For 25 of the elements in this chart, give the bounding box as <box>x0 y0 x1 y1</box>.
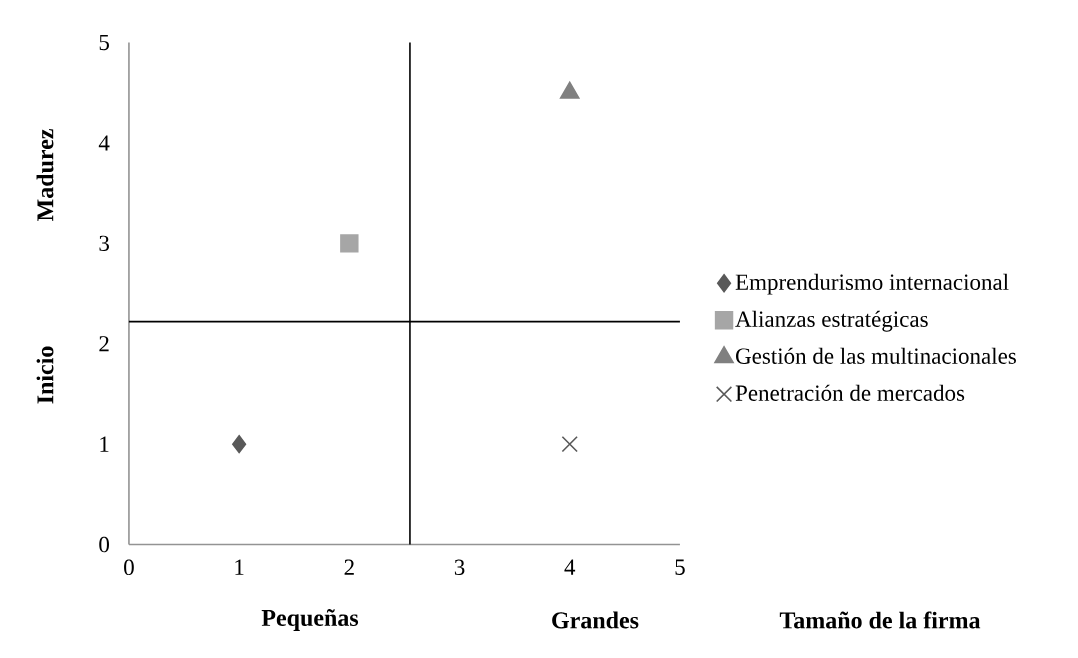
text: Madurez <box>36 129 54 222</box>
point <box>559 81 580 99</box>
y-tick-label: 3 <box>99 235 109 252</box>
y-tick-label: 1 <box>100 436 109 452</box>
x-tick-label: 2 <box>344 559 354 575</box>
y-tick-label: 0 <box>99 536 110 553</box>
x-tick-label: 0 <box>124 559 134 576</box>
point <box>561 435 578 453</box>
text: Pequeñas <box>261 609 359 631</box>
text: Grandes <box>552 611 639 629</box>
x-tick-label: 5 <box>675 559 685 575</box>
legend-label: Gestión de las multinacionales <box>736 347 1016 364</box>
legend-label: Penetración de mercados <box>735 384 965 401</box>
x-axis-title: Tamaño de la firma <box>779 611 981 629</box>
point <box>232 434 247 454</box>
y-tick-label: 2 <box>99 336 109 352</box>
x-tick-label: 3 <box>454 559 465 576</box>
y-tick-label: 5 <box>99 34 109 51</box>
legend-label: Emprendurismo internacional <box>735 273 1009 295</box>
text: Inicio <box>36 346 54 404</box>
legend-label: Alianzas estratégicas <box>735 310 928 332</box>
y-tick-label: 4 <box>98 135 110 151</box>
x-tick-label: 4 <box>564 559 576 575</box>
x-tick-label: 1 <box>235 559 244 575</box>
point <box>340 234 359 253</box>
